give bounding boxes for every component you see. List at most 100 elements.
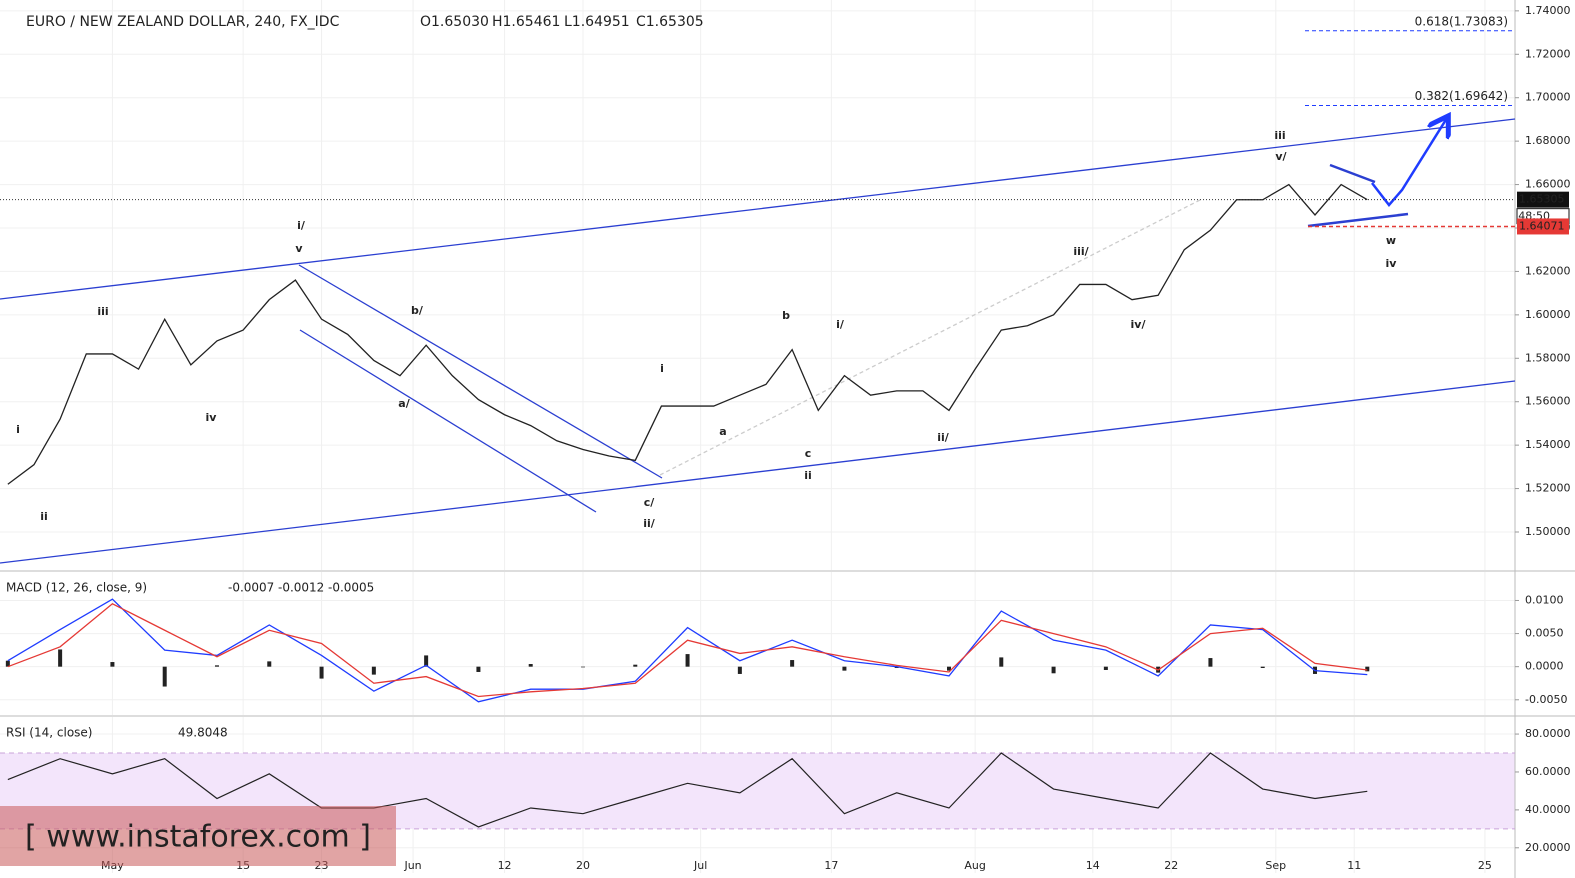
x-tick-label: 14	[1086, 859, 1100, 872]
y-tick-label: 1.72000	[1525, 47, 1571, 60]
wave-label: iii/	[1073, 245, 1089, 258]
wave-label: a	[719, 425, 726, 438]
header-value: L1.64951	[564, 14, 630, 30]
y-tick-label: 60.0000	[1525, 765, 1571, 778]
histogram-bar	[5, 660, 10, 667]
y-tick-label: 1.60000	[1525, 308, 1571, 321]
wave-label: a/	[398, 397, 410, 410]
fib-label: 0.382(1.69642)	[1415, 89, 1508, 103]
x-tick-label: Aug	[964, 859, 985, 872]
histogram-bar	[319, 666, 324, 679]
watermark: [ www.instaforex.com ]	[25, 820, 371, 855]
header-value: O1.65030	[420, 14, 489, 30]
header-value: 49.8048	[178, 726, 228, 740]
x-tick-label: 20	[576, 859, 590, 872]
panel-title: EURO / NEW ZEALAND DOLLAR, 240, FX_IDC	[26, 14, 340, 30]
histogram-bar	[999, 657, 1004, 667]
x-tick-label: Sep	[1265, 859, 1286, 872]
panel-title: RSI (14, close)	[6, 726, 92, 740]
histogram-bar	[371, 666, 376, 675]
y-tick-label: 1.56000	[1525, 395, 1571, 408]
histogram-bar	[1208, 658, 1213, 667]
histogram-bar	[110, 662, 115, 667]
histogram-bar	[424, 655, 429, 667]
wave-label: i/	[297, 219, 306, 232]
histogram-bar	[1260, 666, 1265, 668]
histogram-bar	[633, 664, 638, 667]
histogram-bar	[737, 666, 742, 674]
histogram-bar	[1103, 666, 1108, 670]
stop-label: 1.64071	[1519, 219, 1565, 232]
y-tick-label: 1.66000	[1525, 178, 1571, 191]
wave-label: w	[1386, 234, 1396, 247]
wave-label: ii	[40, 510, 48, 523]
histogram-bar	[528, 664, 533, 667]
histogram-bar	[1365, 666, 1370, 672]
x-tick-label: 25	[1478, 859, 1492, 872]
macd-line	[7, 603, 1368, 698]
y-tick-label: 1.50000	[1525, 525, 1571, 538]
wave-label: c	[805, 447, 812, 460]
wave-label: ii/	[937, 431, 950, 444]
panel-title: MACD (12, 26, close, 9)	[6, 581, 147, 595]
y-tick-label: 0.0100	[1525, 593, 1564, 606]
wave-label: v/	[1275, 150, 1287, 163]
header-value: -0.0007	[228, 581, 274, 595]
y-tick-label: 1.70000	[1525, 91, 1571, 104]
y-tick-label: 1.68000	[1525, 134, 1571, 147]
wave-label: b	[782, 309, 790, 322]
wave-label: i	[660, 362, 664, 375]
y-tick-label: 40.0000	[1525, 803, 1571, 816]
fib-label: 0.618(1.73083)	[1415, 14, 1508, 28]
wave-label: iv	[1386, 257, 1398, 270]
watermark-box	[0, 806, 396, 866]
histogram-bar	[580, 666, 585, 668]
histogram-bar	[1051, 666, 1056, 674]
histogram-bar	[267, 661, 272, 667]
y-tick-label: 1.74000	[1525, 4, 1571, 17]
y-tick-label: 0.0000	[1525, 660, 1564, 673]
wave-label: iv/	[1131, 318, 1147, 331]
trend-lines	[0, 118, 1516, 564]
stop-tag	[1517, 218, 1569, 235]
wave-label: ii/	[643, 517, 656, 530]
y-tick-label: -0.0050	[1525, 693, 1567, 706]
histogram-bar	[946, 666, 951, 671]
y-tick-label: 1.54000	[1525, 438, 1571, 451]
last-price-label: 1.65305	[1519, 193, 1565, 206]
x-tick-label: 11	[1347, 859, 1361, 872]
wave-label: iii	[1274, 129, 1285, 142]
y-tick-label: 1.52000	[1525, 482, 1571, 495]
wave-label: i	[16, 423, 20, 436]
x-tick-label: 12	[498, 859, 512, 872]
rsi-line	[7, 752, 1368, 828]
header-value: C1.65305	[636, 14, 704, 30]
y-tick-label: 1.62000	[1525, 264, 1571, 277]
histogram-bar	[162, 666, 167, 687]
wave-label: ii	[804, 469, 812, 482]
wave-label: c/	[644, 496, 656, 509]
wave-label: i/	[836, 318, 845, 331]
last-price-tag	[1517, 191, 1569, 208]
header-value: -0.0005	[328, 581, 374, 595]
histogram-bar	[894, 666, 899, 668]
histogram-bar	[790, 660, 795, 667]
y-tick-label: 0.0050	[1525, 627, 1564, 640]
header-value: -0.0012	[278, 581, 324, 595]
x-tick-label: 17	[824, 859, 838, 872]
histogram-bar	[58, 649, 63, 667]
price-line	[7, 183, 1368, 485]
histogram-bar	[214, 665, 219, 667]
histogram-bar	[476, 666, 481, 672]
histogram-bar	[685, 654, 690, 667]
y-tick-label: 1.58000	[1525, 351, 1571, 364]
x-tick-label: Jun	[403, 859, 421, 872]
macd-line	[7, 598, 1368, 703]
y-tick-label: 80.0000	[1525, 727, 1571, 740]
wave-label: iv	[206, 411, 218, 424]
wave-label: iii	[97, 305, 108, 318]
wave-label: v	[295, 242, 303, 255]
wave-label: b/	[411, 304, 424, 317]
